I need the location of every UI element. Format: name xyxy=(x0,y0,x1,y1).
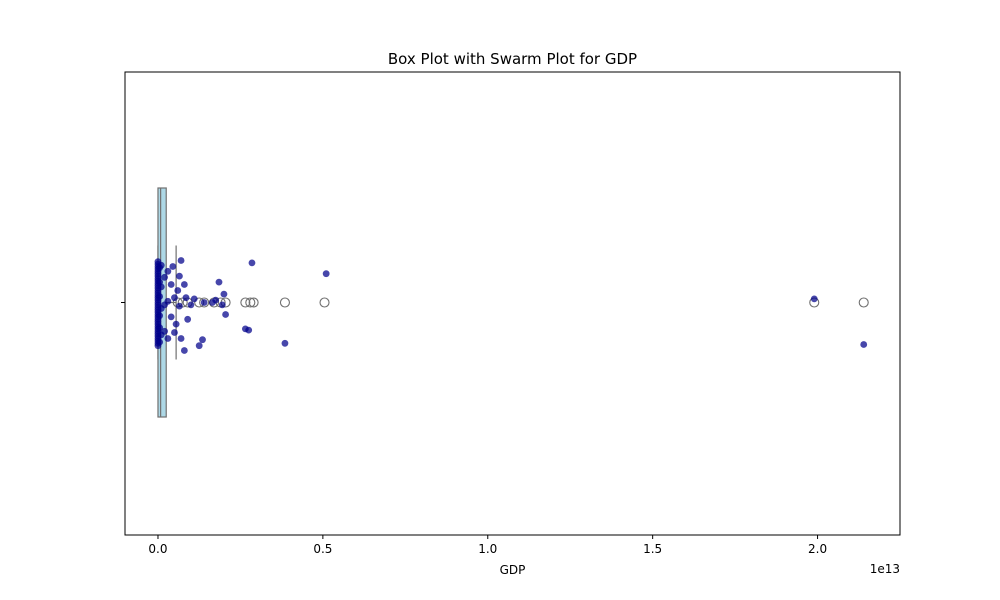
swarm-point xyxy=(245,326,253,334)
swarm-point xyxy=(177,335,185,342)
chart-title: Box Plot with Swarm Plot for GDP xyxy=(388,50,637,68)
swarm-point xyxy=(212,296,220,304)
outlier-point xyxy=(240,297,251,308)
swarm-point xyxy=(810,295,818,303)
swarm-point xyxy=(177,257,185,264)
x-axis-title: GDP xyxy=(500,563,526,577)
x-axis-tick-label: 1.5 xyxy=(643,542,662,556)
swarm-point xyxy=(157,283,165,291)
swarm-point xyxy=(182,294,190,302)
plot-frame xyxy=(124,71,901,536)
outlier-point xyxy=(858,297,869,308)
outlier-point xyxy=(248,297,259,308)
swarm-point xyxy=(172,320,180,328)
outlier-point xyxy=(319,297,330,308)
outlier-point xyxy=(279,297,290,308)
swarm-point xyxy=(176,302,183,310)
swarm-point xyxy=(195,342,203,350)
swarm-point xyxy=(220,290,228,298)
swarm-point xyxy=(164,335,172,342)
swarm-point xyxy=(222,311,229,318)
swarm-point xyxy=(164,297,172,305)
swarm-point xyxy=(187,301,195,309)
outlier-points xyxy=(172,297,869,308)
swarm-point xyxy=(218,301,226,309)
x-axis-tick-label: 1.0 xyxy=(478,542,497,556)
swarm-point xyxy=(161,327,168,335)
swarm-point xyxy=(167,281,175,288)
swarm-point xyxy=(190,295,198,303)
swarm-point xyxy=(167,313,175,321)
x-axis-tick-label: 0.0 xyxy=(148,542,167,556)
x-axis-tick-label: 0.5 xyxy=(313,542,332,556)
swarm-point xyxy=(156,293,164,300)
swarm-point xyxy=(156,312,164,320)
swarm-point xyxy=(281,339,289,347)
outlier-point xyxy=(245,297,256,308)
swarm-point xyxy=(248,259,256,267)
swarm-point xyxy=(169,263,177,270)
swarm-point xyxy=(174,287,182,294)
swarm-point xyxy=(322,270,330,278)
swarm-point xyxy=(176,272,183,280)
swarm-point xyxy=(199,336,206,344)
swarm-point xyxy=(171,294,178,302)
plot-area xyxy=(154,187,869,418)
swarm-point xyxy=(164,267,172,275)
swarm-point xyxy=(860,341,868,348)
swarm-point xyxy=(180,347,188,354)
x-axis-tick-label: 2.0 xyxy=(808,542,827,556)
swarm-point xyxy=(156,338,164,346)
outlier-point xyxy=(199,297,210,308)
swarm-point xyxy=(215,278,223,286)
x-axis: 0.0 0.5 1.0 1.5 2.0 xyxy=(148,535,827,556)
swarm-point xyxy=(161,273,168,281)
swarm-point xyxy=(184,315,192,323)
swarm-points xyxy=(154,257,868,354)
swarm-point xyxy=(180,281,188,288)
swarm-point xyxy=(171,329,178,336)
x-axis-offset-label: 1e13 xyxy=(870,562,900,576)
swarm-point xyxy=(157,261,165,269)
swarm-point xyxy=(156,324,164,332)
swarm-point xyxy=(200,299,208,306)
